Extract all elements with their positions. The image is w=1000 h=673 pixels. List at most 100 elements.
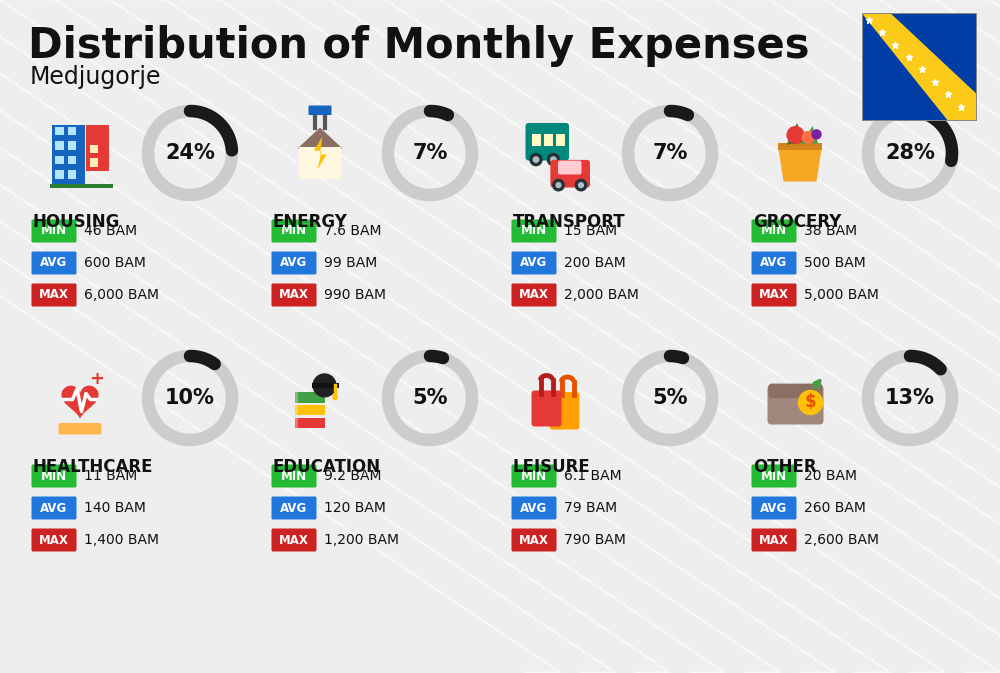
FancyBboxPatch shape xyxy=(272,528,316,551)
Text: 2,600 BAM: 2,600 BAM xyxy=(804,533,879,547)
FancyBboxPatch shape xyxy=(768,385,824,425)
Text: 7%: 7% xyxy=(652,143,688,163)
FancyBboxPatch shape xyxy=(32,464,76,487)
Text: 5,000 BAM: 5,000 BAM xyxy=(804,288,879,302)
Text: MAX: MAX xyxy=(759,289,789,302)
FancyBboxPatch shape xyxy=(55,141,64,149)
FancyBboxPatch shape xyxy=(550,392,580,429)
Circle shape xyxy=(812,130,821,139)
FancyBboxPatch shape xyxy=(294,392,298,403)
Circle shape xyxy=(787,127,804,143)
Polygon shape xyxy=(61,386,99,419)
FancyBboxPatch shape xyxy=(512,528,556,551)
Text: MIN: MIN xyxy=(761,470,787,483)
Text: 6.1 BAM: 6.1 BAM xyxy=(564,469,622,483)
FancyBboxPatch shape xyxy=(294,417,298,428)
Text: AVG: AVG xyxy=(40,256,68,269)
FancyBboxPatch shape xyxy=(32,283,76,306)
Text: 140 BAM: 140 BAM xyxy=(84,501,146,515)
Text: 11 BAM: 11 BAM xyxy=(84,469,137,483)
Text: AVG: AVG xyxy=(760,256,788,269)
FancyBboxPatch shape xyxy=(512,464,556,487)
Text: MAX: MAX xyxy=(519,534,549,546)
Text: 15 BAM: 15 BAM xyxy=(564,224,617,238)
Text: 1,200 BAM: 1,200 BAM xyxy=(324,533,399,547)
FancyBboxPatch shape xyxy=(58,423,102,435)
Text: 600 BAM: 600 BAM xyxy=(84,256,146,270)
Text: AVG: AVG xyxy=(280,501,308,514)
FancyBboxPatch shape xyxy=(752,252,796,275)
FancyBboxPatch shape xyxy=(308,106,332,115)
Text: AVG: AVG xyxy=(40,501,68,514)
FancyBboxPatch shape xyxy=(512,252,556,275)
Text: AVG: AVG xyxy=(760,501,788,514)
FancyBboxPatch shape xyxy=(32,497,76,520)
Text: 99 BAM: 99 BAM xyxy=(324,256,377,270)
Circle shape xyxy=(553,180,564,191)
FancyBboxPatch shape xyxy=(294,417,324,428)
Circle shape xyxy=(556,182,561,188)
FancyBboxPatch shape xyxy=(512,497,556,520)
FancyBboxPatch shape xyxy=(550,160,590,188)
Circle shape xyxy=(575,180,587,191)
Circle shape xyxy=(313,374,336,397)
Polygon shape xyxy=(314,137,327,170)
Circle shape xyxy=(530,153,542,166)
FancyBboxPatch shape xyxy=(752,464,796,487)
Circle shape xyxy=(802,131,814,143)
Text: MIN: MIN xyxy=(521,225,547,238)
Text: HOUSING: HOUSING xyxy=(33,213,120,231)
Text: TRANSPORT: TRANSPORT xyxy=(513,213,626,231)
FancyBboxPatch shape xyxy=(272,497,316,520)
Text: MAX: MAX xyxy=(39,534,69,546)
Text: AVG: AVG xyxy=(280,256,308,269)
Text: 24%: 24% xyxy=(165,143,215,163)
Text: HEALTHCARE: HEALTHCARE xyxy=(33,458,154,476)
Polygon shape xyxy=(802,126,818,144)
Text: 5%: 5% xyxy=(652,388,688,408)
Text: MIN: MIN xyxy=(41,470,67,483)
Circle shape xyxy=(551,157,556,162)
Text: 13%: 13% xyxy=(885,388,935,408)
Text: 38 BAM: 38 BAM xyxy=(804,224,857,238)
Text: MIN: MIN xyxy=(761,225,787,238)
Text: MAX: MAX xyxy=(279,534,309,546)
Text: MIN: MIN xyxy=(281,225,307,238)
Circle shape xyxy=(579,182,583,188)
Text: 28%: 28% xyxy=(885,143,935,163)
FancyBboxPatch shape xyxy=(512,219,556,242)
Text: GROCERY: GROCERY xyxy=(753,213,841,231)
Text: 5%: 5% xyxy=(412,388,448,408)
FancyBboxPatch shape xyxy=(778,143,822,150)
FancyBboxPatch shape xyxy=(55,170,64,178)
FancyBboxPatch shape xyxy=(90,145,98,153)
FancyBboxPatch shape xyxy=(752,528,796,551)
Text: 500 BAM: 500 BAM xyxy=(804,256,866,270)
FancyBboxPatch shape xyxy=(32,528,76,551)
Circle shape xyxy=(547,153,559,166)
Text: 1,400 BAM: 1,400 BAM xyxy=(84,533,159,547)
FancyBboxPatch shape xyxy=(32,252,76,275)
FancyBboxPatch shape xyxy=(52,125,84,184)
Polygon shape xyxy=(786,123,804,145)
Circle shape xyxy=(533,157,539,162)
FancyBboxPatch shape xyxy=(272,219,316,242)
FancyBboxPatch shape xyxy=(55,155,64,164)
Text: 79 BAM: 79 BAM xyxy=(564,501,617,515)
FancyBboxPatch shape xyxy=(299,147,341,178)
FancyBboxPatch shape xyxy=(512,283,556,306)
FancyBboxPatch shape xyxy=(752,283,796,306)
FancyBboxPatch shape xyxy=(90,158,98,166)
Text: MAX: MAX xyxy=(759,534,789,546)
Text: 2,000 BAM: 2,000 BAM xyxy=(564,288,639,302)
Text: +: + xyxy=(89,369,104,388)
Circle shape xyxy=(333,395,337,400)
Text: MAX: MAX xyxy=(279,289,309,302)
Text: Medjugorje: Medjugorje xyxy=(30,65,162,89)
FancyBboxPatch shape xyxy=(532,390,562,427)
Circle shape xyxy=(798,390,822,415)
FancyBboxPatch shape xyxy=(68,127,76,135)
FancyBboxPatch shape xyxy=(68,155,76,164)
Text: AVG: AVG xyxy=(520,501,548,514)
Text: MIN: MIN xyxy=(521,470,547,483)
